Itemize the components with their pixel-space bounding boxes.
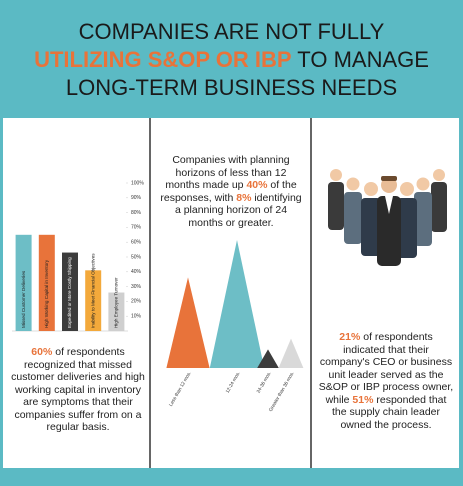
bar xyxy=(38,234,55,331)
triangle-mark xyxy=(166,277,210,368)
y-tick-label: 70% xyxy=(131,225,142,231)
triangle-mark xyxy=(278,338,304,368)
title-line: LONG-TERM BUSINESS NEEDS xyxy=(0,74,463,102)
y-tick-label: 40% xyxy=(131,269,142,275)
y-tick-label: 100% xyxy=(131,180,144,186)
x-tick-label: Missed Customer Deliveries xyxy=(21,270,26,328)
bar xyxy=(62,252,78,331)
text-segment: of respondents recognized that missed cu… xyxy=(11,346,145,433)
x-tick-label: Expedited or More Costly Shipping xyxy=(67,257,72,328)
y-tick-label: 10% xyxy=(131,314,142,320)
bar xyxy=(85,270,102,331)
panel-text: 21% of respondents indicated that their … xyxy=(318,331,454,431)
y-tick-label: 20% xyxy=(131,299,142,305)
text-segment: identifying a planning horizon of 24 mon… xyxy=(174,191,302,229)
y-tick-label: 80% xyxy=(131,210,142,216)
x-tick-label: High Working Capital in Inventory xyxy=(44,259,49,328)
text-segment: Companies with planning horizons of less… xyxy=(165,154,290,191)
x-tick-label: Inability to Meet Financial Objectives xyxy=(90,253,95,328)
text-segment: 21% xyxy=(339,331,361,343)
people-illustration xyxy=(328,169,447,266)
y-tick-label: 60% xyxy=(131,240,142,246)
title-line: UTILIZING S&OP OR IBP TO MANAGE xyxy=(0,46,463,74)
text-segment: UTILIZING S&OP OR IBP xyxy=(34,47,292,72)
panel-text: Companies with planning horizons of less… xyxy=(160,154,302,229)
text-segment: 8% xyxy=(236,191,252,204)
x-tick-label: High Employee Turnover xyxy=(114,277,119,328)
y-tick-label: 90% xyxy=(131,195,142,201)
text-segment: 40% xyxy=(246,179,268,191)
y-tick-label: 30% xyxy=(131,284,142,290)
panel-text: 60% of respondents recognized that misse… xyxy=(10,346,146,434)
text-segment: of respondents indicated that their comp… xyxy=(318,331,454,406)
triangle-mark xyxy=(209,240,265,368)
bar xyxy=(108,292,125,331)
text-segment: COMPANIES ARE NOT FULLY xyxy=(78,19,385,44)
y-tick-label: 50% xyxy=(131,254,142,260)
text-segment: TO MANAGE xyxy=(291,47,429,72)
text-segment: of the responses, with xyxy=(160,179,297,204)
text-segment: 51% xyxy=(352,393,374,406)
text-segment: LONG-TERM BUSINESS NEEDS xyxy=(65,75,398,100)
text-segment: responded that the supply chain leader o… xyxy=(332,393,447,431)
text-segment: 60% xyxy=(31,346,53,358)
title-line: COMPANIES ARE NOT FULLY xyxy=(0,18,463,46)
triangle-mark xyxy=(257,349,279,368)
bar xyxy=(15,234,32,331)
